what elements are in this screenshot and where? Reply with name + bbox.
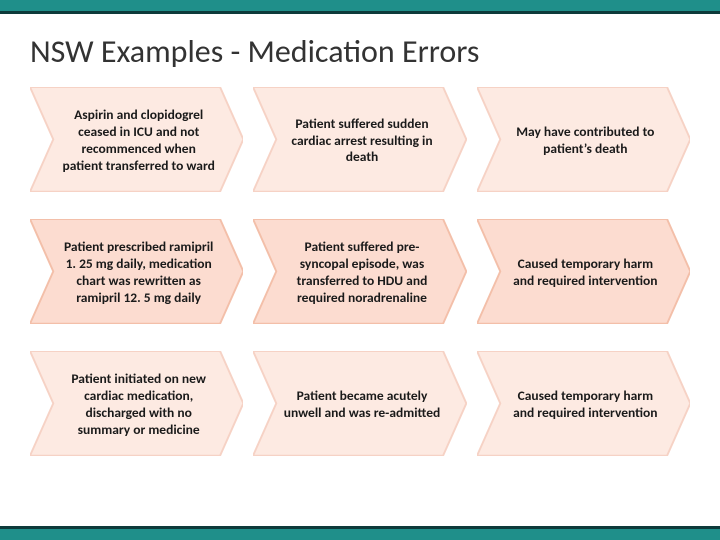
chevron-cell: Patient initiated on new cardiac medicat…	[30, 351, 243, 459]
chevron-cell: Patient suffered sudden cardiac arrest r…	[253, 87, 466, 195]
chevron-cell: Patient became acutely unwell and was re…	[253, 351, 466, 459]
chevron-cell: Caused temporary harm and required inter…	[477, 351, 690, 459]
chevron-text: Patient suffered sudden cardiac arrest r…	[253, 116, 466, 167]
chevron-text: Patient suffered pre-syncopal episode, w…	[253, 239, 466, 307]
chevron-text: Patient initiated on new cardiac medicat…	[30, 371, 243, 439]
chevron-text: Aspirin and clopidogrel ceased in ICU an…	[30, 107, 243, 175]
chevron-grid: Aspirin and clopidogrel ceased in ICU an…	[0, 87, 720, 459]
chevron-cell: Aspirin and clopidogrel ceased in ICU an…	[30, 87, 243, 195]
chevron-text: May have contributed to patient’s death	[477, 124, 690, 158]
chevron-text: Caused temporary harm and required inter…	[477, 256, 690, 290]
bottom-accent-bar	[0, 526, 720, 540]
chevron-cell: Caused temporary harm and required inter…	[477, 219, 690, 327]
slide-title: NSW Examples - Medication Errors	[0, 14, 720, 87]
chevron-cell: Patient suffered pre-syncopal episode, w…	[253, 219, 466, 327]
top-accent-bar	[0, 0, 720, 14]
chevron-text: Patient became acutely unwell and was re…	[253, 388, 466, 422]
flow-row: Patient initiated on new cardiac medicat…	[30, 351, 690, 459]
flow-row: Patient prescribed ramipril 1. 25 mg dai…	[30, 219, 690, 327]
chevron-cell: Patient prescribed ramipril 1. 25 mg dai…	[30, 219, 243, 327]
flow-row: Aspirin and clopidogrel ceased in ICU an…	[30, 87, 690, 195]
chevron-text: Patient prescribed ramipril 1. 25 mg dai…	[30, 239, 243, 307]
chevron-cell: May have contributed to patient’s death	[477, 87, 690, 195]
chevron-text: Caused temporary harm and required inter…	[477, 388, 690, 422]
